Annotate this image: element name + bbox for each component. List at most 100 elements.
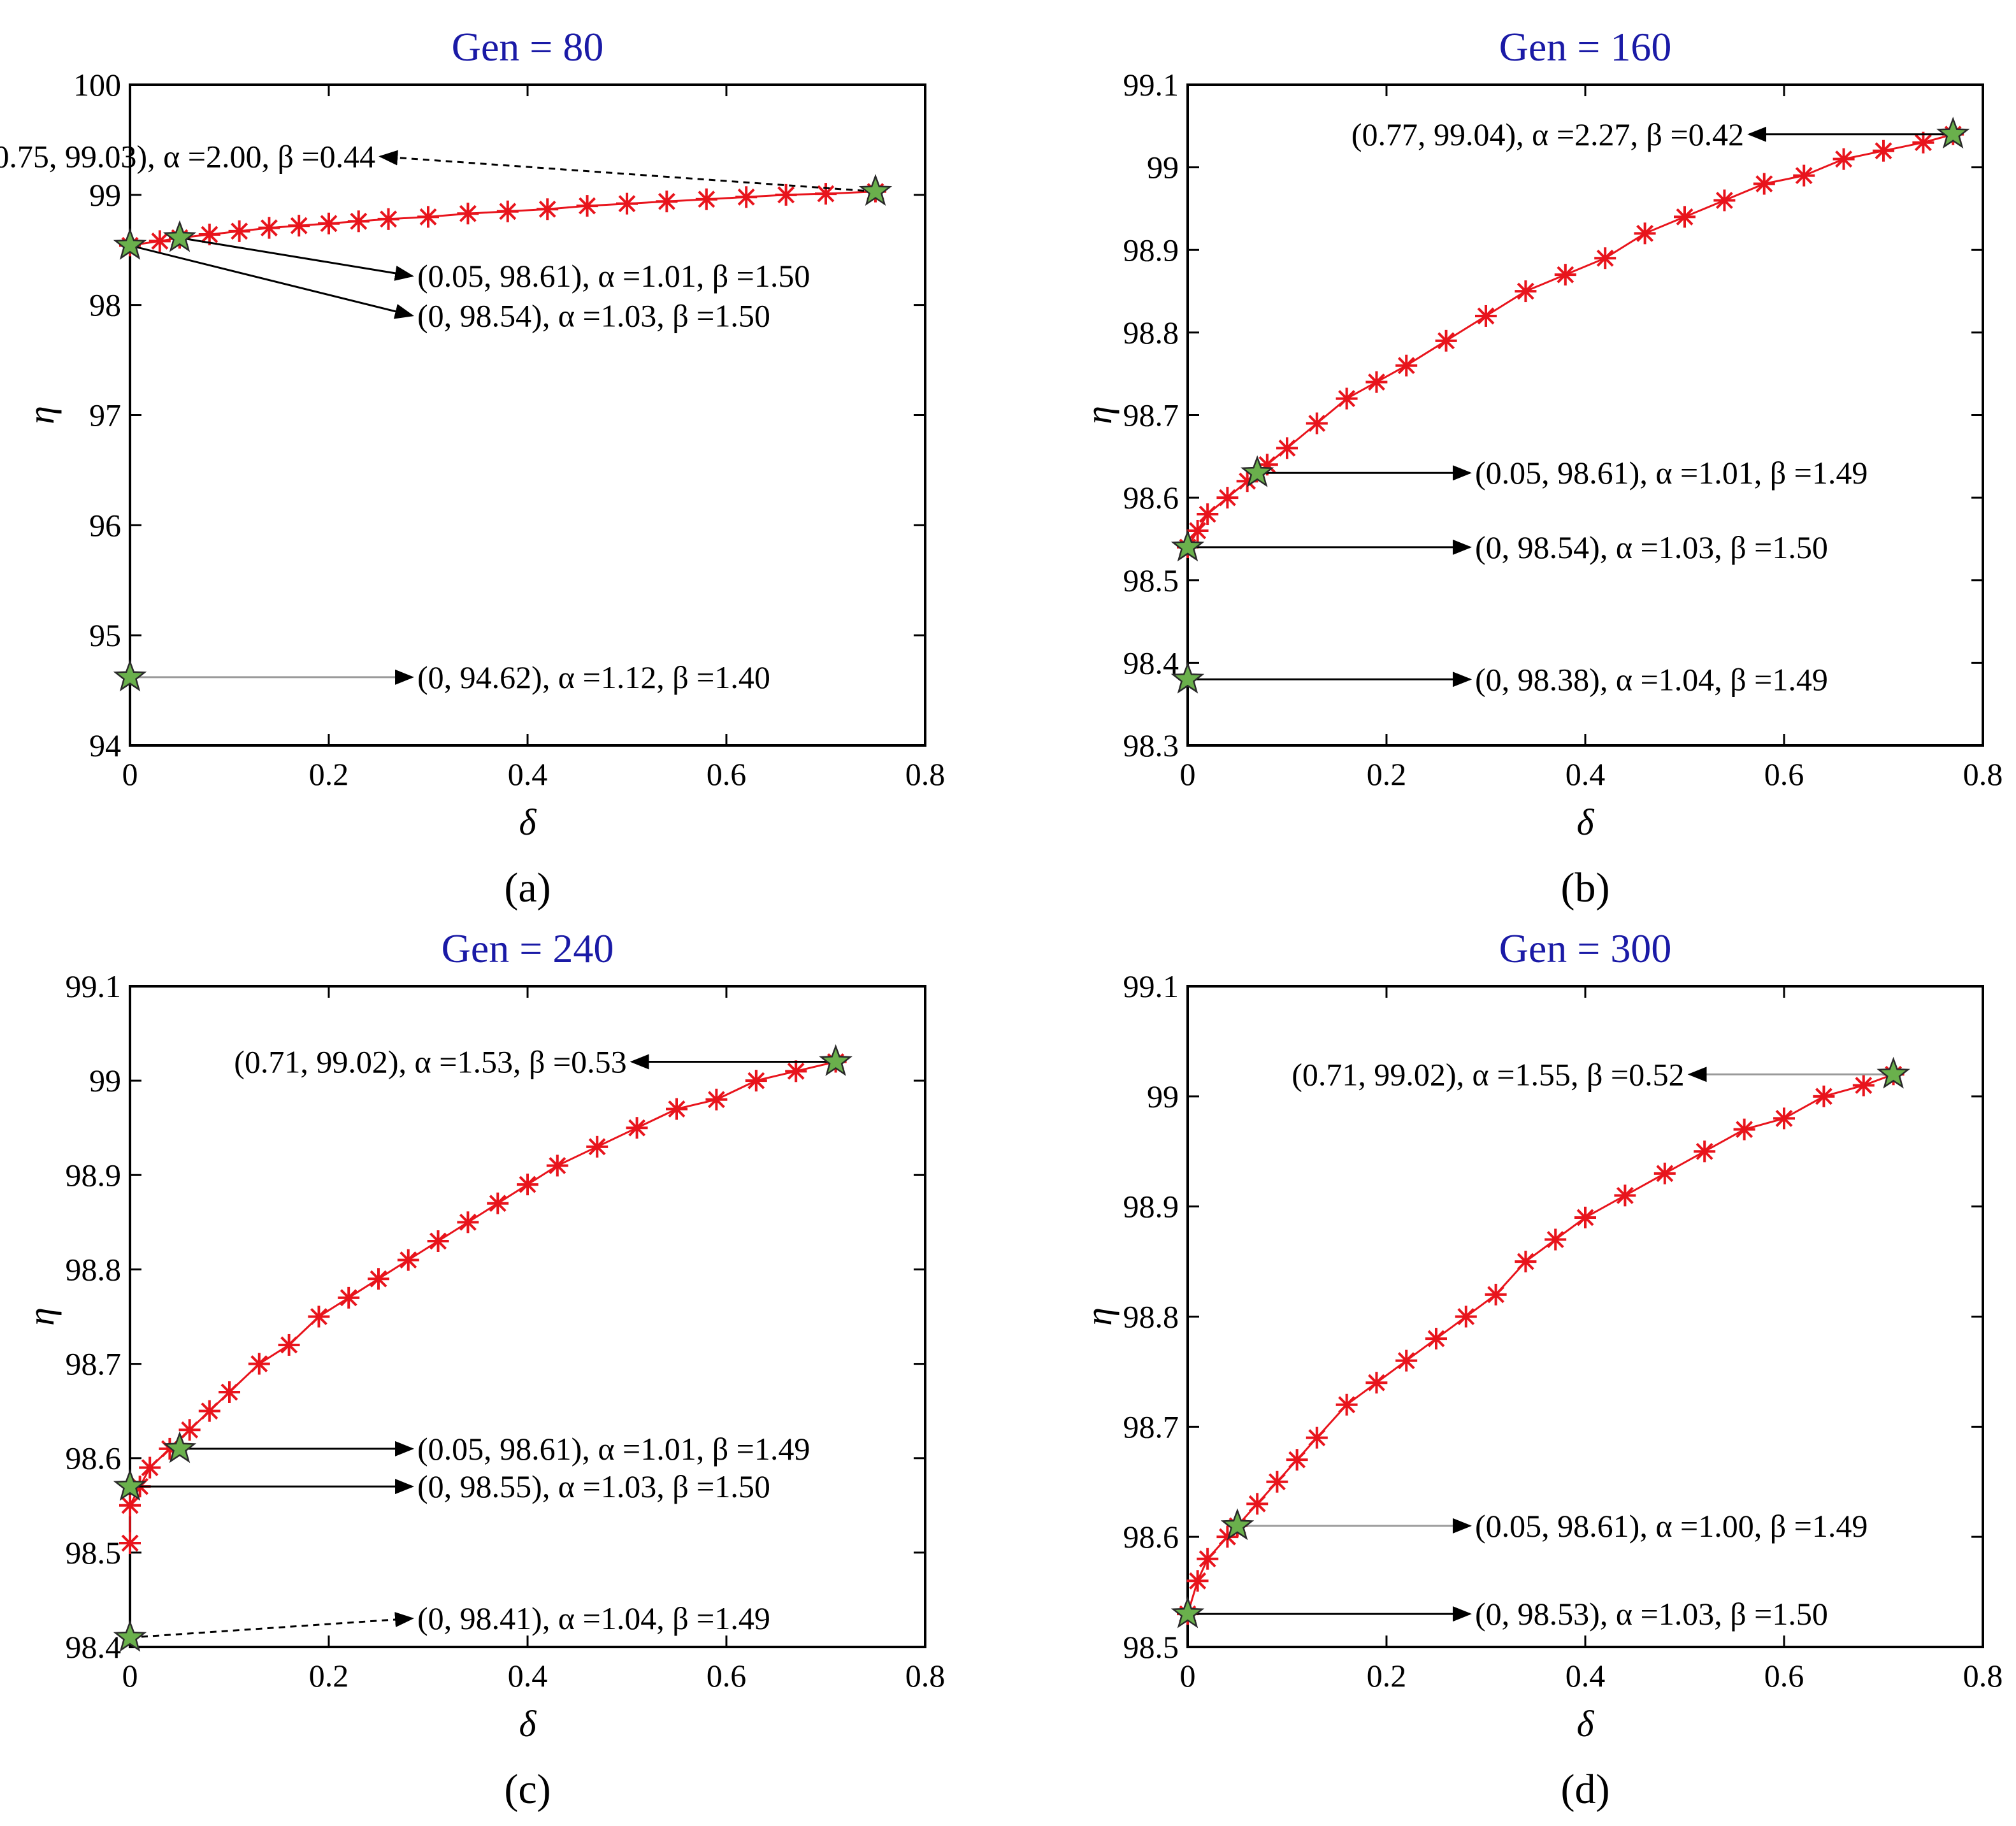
- annotation-arrow: [179, 236, 415, 281]
- annotation-label: (0.05, 98.61), α =1.01, β =1.49: [1475, 455, 1868, 491]
- y-axis-label: η: [20, 1307, 62, 1326]
- star-marker: [113, 227, 147, 260]
- data-point: [745, 1070, 767, 1092]
- x-tick-label: 0.8: [905, 756, 946, 792]
- panel-caption: (d): [1561, 1766, 1610, 1813]
- y-axis-ticks: 98.5 98.6 98.7 98.8 98.9 99 99.1: [1123, 968, 1983, 1665]
- data-point: [1594, 247, 1616, 270]
- highlight-annotations: (0.77, 99.04), α =2.27, β =0.42 (0.05, 98…: [1170, 117, 1970, 697]
- highlight-point: (0.05, 98.61), α =1.01, β =1.50: [162, 220, 810, 294]
- data-point: [1515, 1251, 1537, 1273]
- y-tick-label: 100: [73, 67, 121, 103]
- data-point: [1395, 1349, 1418, 1372]
- data-point: [695, 188, 717, 210]
- annotation-label: (0, 94.62), α =1.12, β =1.40: [417, 659, 770, 695]
- x-tick-label: 0.4: [1566, 1658, 1606, 1693]
- y-tick-label: 98.4: [66, 1629, 122, 1665]
- data-point: [397, 1249, 419, 1271]
- x-tick-label: 0: [1180, 756, 1196, 792]
- x-axis-ticks: 0 0.2 0.4 0.6 0.8: [1180, 986, 2003, 1693]
- star-marker: [113, 1469, 147, 1501]
- y-tick-label: 98.8: [66, 1251, 122, 1287]
- x-tick-label: 0.6: [1764, 1658, 1804, 1693]
- x-tick-label: 0.2: [1367, 1658, 1407, 1693]
- x-tick-label: 0.2: [309, 1658, 349, 1693]
- panel-caption: (a): [504, 865, 551, 911]
- chart-panel-c: Gen = 240 0 0.2 0.4 0.6 0.8 98.4 98.5 98.6 98.7…: [20, 926, 945, 1813]
- highlight-annotations: (0.71, 99.02), α =1.55, β =0.52 (0.05, 98…: [1170, 1056, 1910, 1632]
- annotation-label: (0, 98.53), α =1.03, β =1.50: [1475, 1596, 1828, 1632]
- data-point: [815, 183, 837, 205]
- data-point: [1713, 189, 1736, 212]
- highlight-point: (0.75, 99.03), α =2.00, β =0.44: [0, 139, 893, 206]
- x-tick-label: 0.6: [1764, 756, 1804, 792]
- data-point: [219, 1381, 240, 1404]
- star-marker: [819, 1044, 853, 1076]
- x-tick-label: 0.4: [508, 756, 548, 792]
- data-point: [178, 1419, 201, 1441]
- x-axis-ticks: 0 0.2 0.4 0.6 0.8: [1180, 85, 2003, 792]
- x-axis-label: δ: [519, 1703, 537, 1744]
- x-axis-label: δ: [519, 802, 537, 843]
- highlight-point: (0, 98.54), α =1.03, β =1.50: [113, 227, 770, 333]
- y-tick-label: 99.1: [1123, 968, 1179, 1004]
- data-point: [1614, 1184, 1636, 1207]
- y-tick-label: 99: [89, 177, 121, 213]
- data-point: [775, 183, 797, 206]
- data-point: [1186, 1570, 1209, 1592]
- annotation-label: (0, 98.41), α =1.04, β =1.49: [417, 1600, 770, 1636]
- x-tick-label: 0.2: [309, 756, 349, 792]
- x-tick-label: 0: [122, 756, 138, 792]
- highlight-annotations: (0.71, 99.02), α =1.53, β =0.53 (0.05, 98…: [113, 1044, 853, 1652]
- data-point: [1266, 1470, 1288, 1493]
- y-tick-label: 98.6: [66, 1441, 122, 1476]
- data-point: [1793, 164, 1815, 187]
- data-point: [1674, 206, 1696, 228]
- star-marker: [858, 173, 893, 206]
- data-point: [1574, 1206, 1596, 1228]
- x-tick-label: 0.4: [508, 1658, 548, 1693]
- series-points: [119, 180, 886, 257]
- y-tick-label: 98.6: [1123, 480, 1179, 515]
- data-point: [1186, 519, 1209, 542]
- x-tick-label: 0: [1180, 1658, 1196, 1693]
- annotation-label: (0, 98.54), α =1.03, β =1.50: [417, 298, 770, 333]
- y-axis-ticks: 98.3 98.4 98.5 98.6 98.7 98.8 98.9 99 99.1: [1123, 67, 1983, 763]
- data-point: [1813, 1085, 1835, 1107]
- highlight-point: (0.05, 98.61), α =1.00, β =1.49: [1220, 1508, 1868, 1544]
- chart-title: Gen = 160: [1499, 24, 1672, 69]
- annotation-label: (0.77, 99.04), α =2.27, β =0.42: [1351, 117, 1744, 152]
- y-tick-label: 99: [89, 1063, 121, 1098]
- data-point: [1832, 148, 1855, 170]
- data-point: [1475, 305, 1497, 327]
- star-marker: [113, 1620, 147, 1652]
- series-line: [129, 191, 876, 247]
- y-axis-label: η: [1078, 1307, 1120, 1326]
- panel-caption: (b): [1561, 865, 1610, 911]
- data-point: [1515, 280, 1537, 303]
- data-point: [536, 198, 559, 220]
- star-marker: [1240, 455, 1274, 487]
- data-point: [417, 206, 439, 228]
- highlight-point: (0.71, 99.02), α =1.53, β =0.53: [234, 1044, 853, 1080]
- plot-frame: [1186, 83, 1984, 747]
- chart-title: Gen = 80: [452, 24, 604, 69]
- y-tick-label: 98.7: [66, 1346, 122, 1382]
- annotation-label: (0, 98.54), α =1.03, β =1.50: [1475, 529, 1828, 565]
- x-axis-ticks: 0 0.2 0.4 0.6 0.8: [122, 85, 946, 792]
- data-point: [626, 1117, 648, 1139]
- plot-frame: [129, 83, 926, 747]
- data-point: [1455, 1305, 1477, 1328]
- data-point: [1365, 371, 1388, 393]
- data-point: [576, 195, 598, 217]
- data-point: [308, 1305, 330, 1328]
- chart-panel-b: Gen = 160 0 0.2 0.4 0.6 0.8 98.3 98.4 98.5 98.6…: [1078, 24, 2003, 911]
- data-point: [368, 1268, 389, 1290]
- x-tick-label: 0.8: [1963, 1658, 2003, 1693]
- data-point: [1873, 140, 1894, 162]
- y-tick-label: 94: [89, 728, 121, 763]
- x-tick-label: 0.8: [905, 1658, 946, 1693]
- data-point: [228, 220, 250, 242]
- y-tick-label: 98.7: [1123, 398, 1179, 433]
- annotation-label: (0.71, 99.02), α =1.55, β =0.52: [1292, 1056, 1684, 1092]
